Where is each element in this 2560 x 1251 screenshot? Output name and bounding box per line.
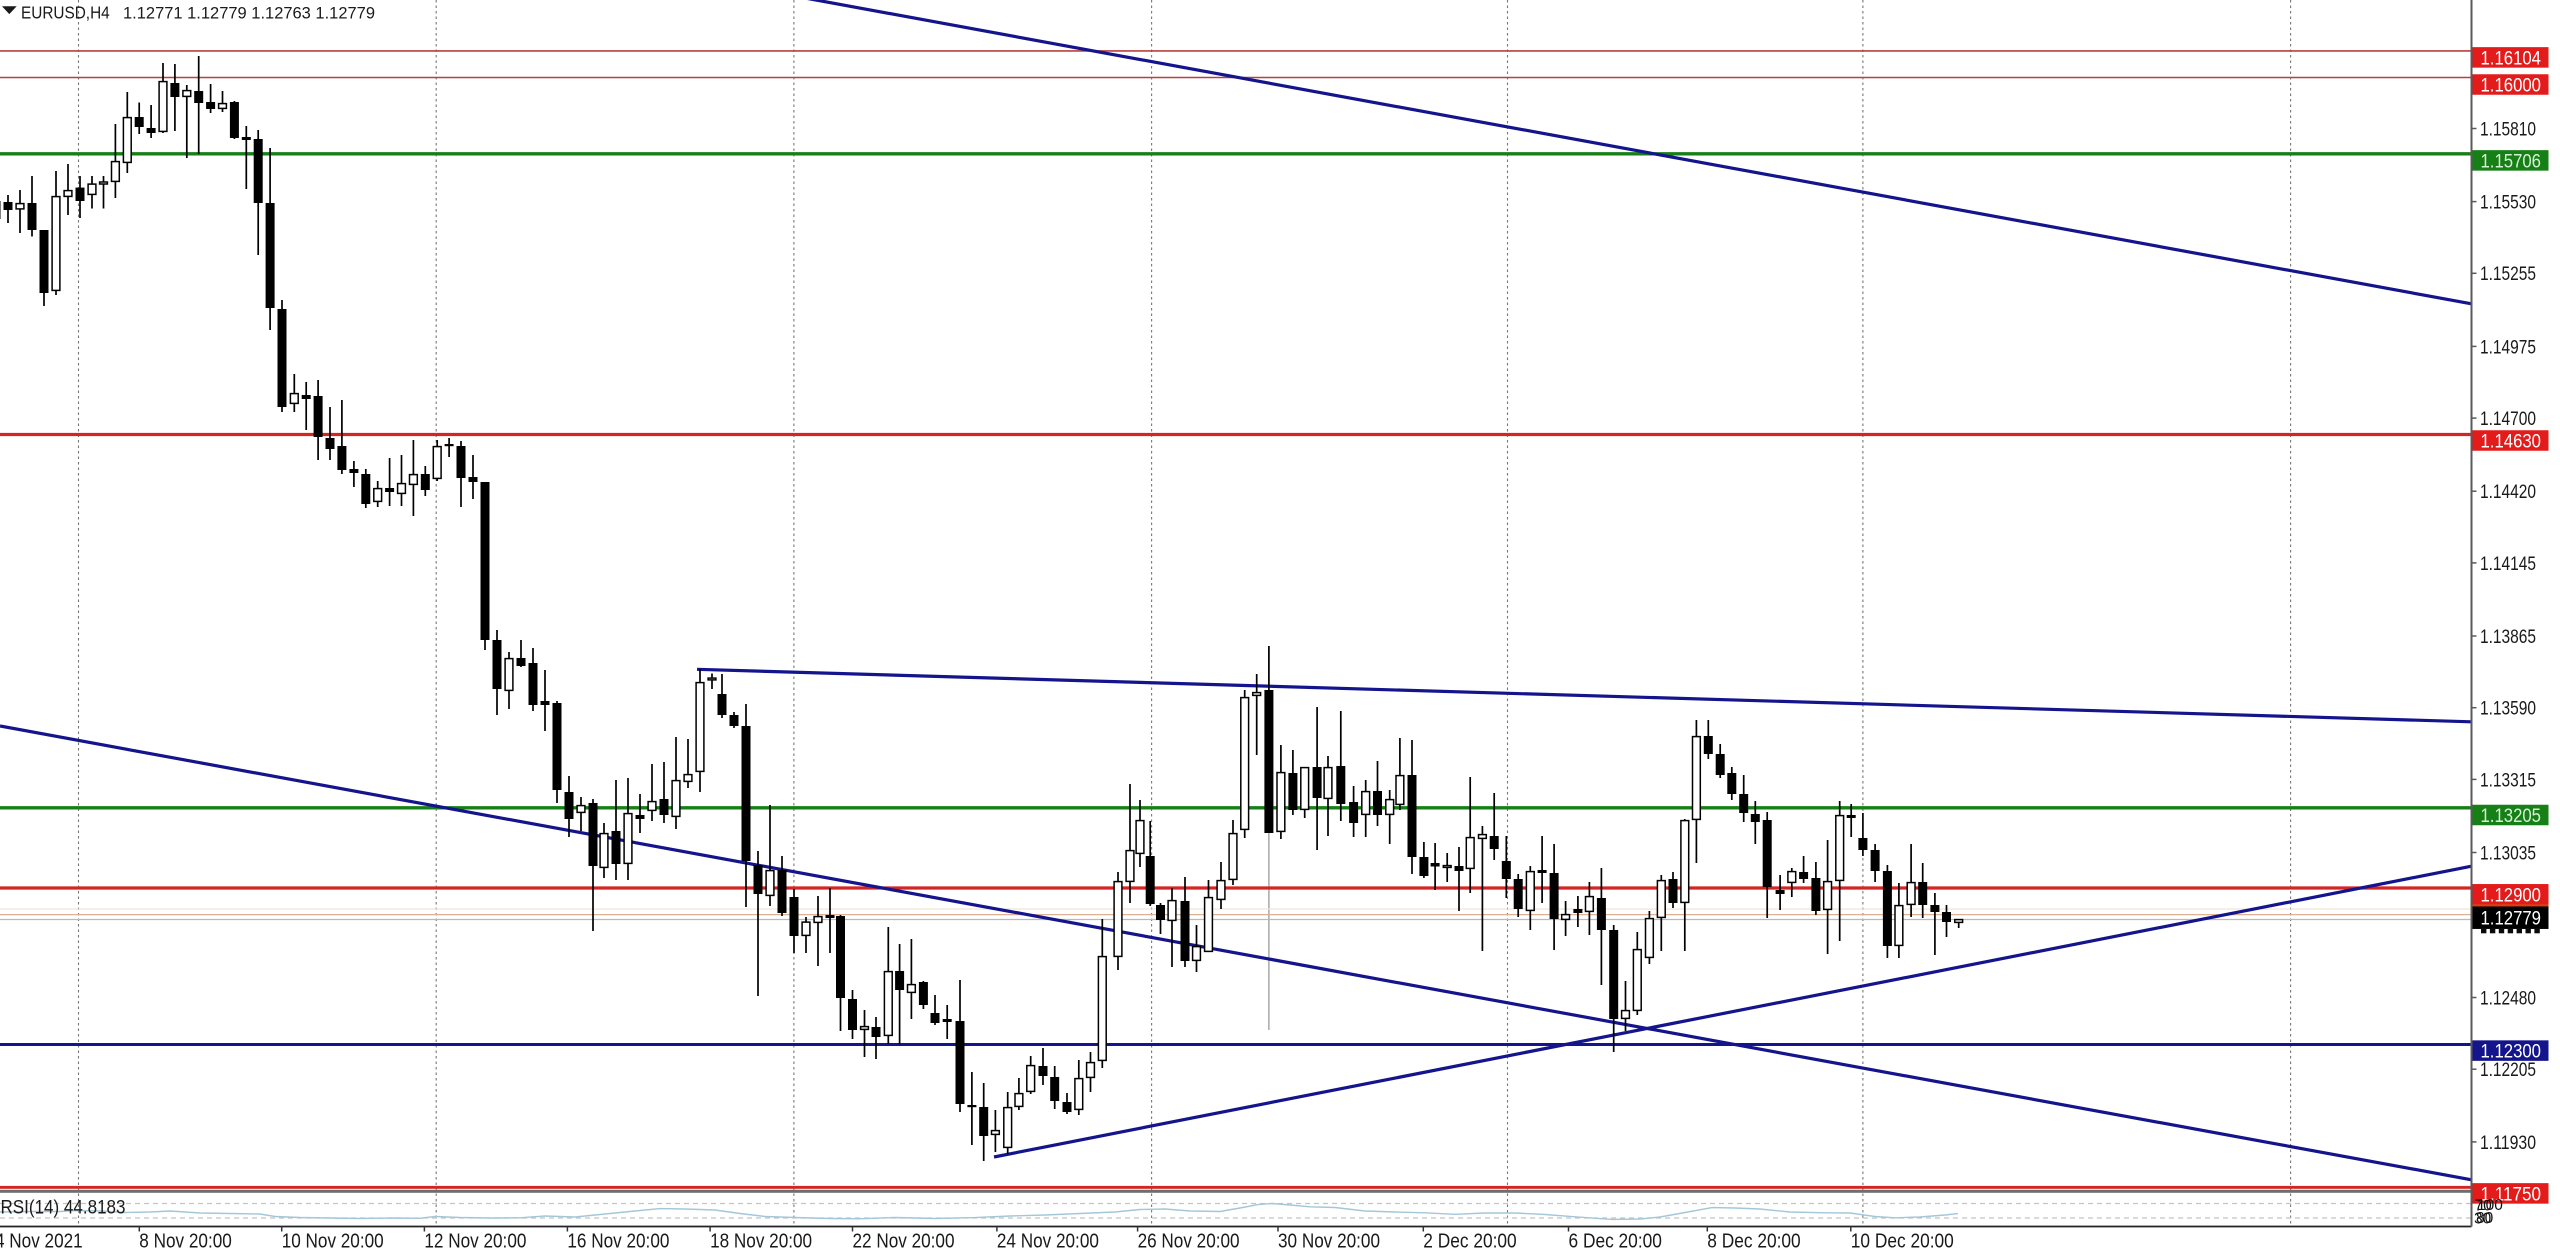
- svg-text:1.13035: 1.13035: [2480, 843, 2536, 864]
- svg-text:18 Nov 20:00: 18 Nov 20:00: [710, 1231, 812, 1251]
- svg-text:1.11930: 1.11930: [2480, 1133, 2536, 1154]
- svg-text:6 Dec 20:00: 6 Dec 20:00: [1569, 1231, 1662, 1251]
- svg-text:1.15810: 1.15810: [2480, 119, 2536, 140]
- svg-text:4 Nov 2021: 4 Nov 2021: [0, 1231, 83, 1251]
- svg-text:1.14975: 1.14975: [2480, 337, 2536, 358]
- svg-text:1.12779: 1.12779: [2481, 909, 2542, 930]
- svg-text:1.14145: 1.14145: [2480, 554, 2536, 575]
- svg-text:1.11750: 1.11750: [2481, 1184, 2542, 1205]
- svg-text:1.13315: 1.13315: [2480, 770, 2536, 791]
- svg-text:12 Nov 20:00: 12 Nov 20:00: [424, 1231, 526, 1251]
- svg-text:8 Nov 20:00: 8 Nov 20:00: [139, 1231, 232, 1251]
- svg-text:1.12771 1.12779 1.12763 1.1277: 1.12771 1.12779 1.12763 1.12779: [123, 3, 375, 22]
- svg-text:1.16000: 1.16000: [2481, 76, 2542, 97]
- svg-text:30: 30: [2474, 1211, 2492, 1228]
- svg-text:16 Nov 20:00: 16 Nov 20:00: [567, 1231, 669, 1251]
- svg-text:1.14420: 1.14420: [2480, 482, 2536, 503]
- svg-text:1.13865: 1.13865: [2480, 627, 2536, 648]
- svg-text:1.14630: 1.14630: [2481, 432, 2542, 453]
- svg-text:22 Nov 20:00: 22 Nov 20:00: [853, 1231, 955, 1251]
- svg-text:26 Nov 20:00: 26 Nov 20:00: [1138, 1231, 1240, 1251]
- svg-text:1.16104: 1.16104: [2481, 48, 2542, 69]
- svg-text:30 Nov 20:00: 30 Nov 20:00: [1278, 1231, 1380, 1251]
- svg-text:2 Dec 20:00: 2 Dec 20:00: [1423, 1231, 1516, 1251]
- svg-text:80: 80: [2476, 1210, 2494, 1227]
- svg-text:1.15706: 1.15706: [2481, 151, 2542, 172]
- svg-text:1.12480: 1.12480: [2480, 988, 2536, 1009]
- svg-text:1.13205: 1.13205: [2481, 806, 2542, 827]
- svg-text:10 Dec 20:00: 10 Dec 20:00: [1851, 1231, 1954, 1251]
- svg-text:70: 70: [2475, 1198, 2493, 1215]
- svg-text:1.13590: 1.13590: [2480, 699, 2536, 720]
- svg-text:10 Nov 20:00: 10 Nov 20:00: [282, 1231, 384, 1251]
- svg-text:1.12900: 1.12900: [2481, 885, 2542, 906]
- svg-text:8 Dec 20:00: 8 Dec 20:00: [1707, 1231, 1800, 1251]
- svg-text:24 Nov 20:00: 24 Nov 20:00: [997, 1231, 1099, 1251]
- svg-text:EURUSD,H4: EURUSD,H4: [21, 2, 110, 22]
- svg-text:1.12300: 1.12300: [2481, 1042, 2542, 1063]
- svg-text:1.14700: 1.14700: [2480, 409, 2536, 430]
- svg-text:100: 100: [2477, 1197, 2503, 1214]
- svg-text:1.15530: 1.15530: [2480, 193, 2536, 214]
- svg-text:RSI(14) 44.8183: RSI(14) 44.8183: [1, 1198, 126, 1219]
- svg-text:1.12205: 1.12205: [2480, 1060, 2536, 1081]
- svg-text:1.15255: 1.15255: [2480, 264, 2536, 285]
